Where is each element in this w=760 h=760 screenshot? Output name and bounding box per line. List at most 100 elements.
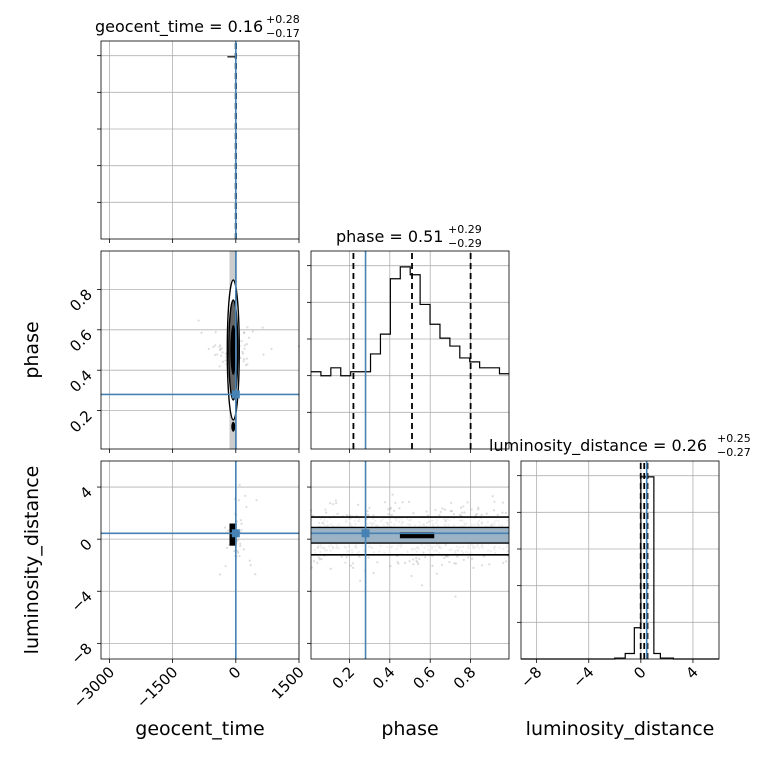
sample-point (383, 501, 387, 504)
sample-point (417, 562, 420, 566)
sample-point (431, 564, 434, 567)
sample-point (463, 511, 466, 514)
sample-point (505, 560, 508, 563)
sample-point (324, 508, 327, 511)
truth-marker (231, 390, 240, 399)
sample-point (243, 344, 246, 347)
x-tick-label: 1500 (268, 663, 308, 703)
sample-point (449, 509, 452, 513)
sample-point (439, 510, 442, 514)
panel-phase-vs-geocent-time: 0.2 0.4 0.6 0.8 (66, 250, 300, 453)
sample-point (408, 559, 411, 563)
sample-point (410, 574, 413, 578)
sample-point (454, 595, 457, 598)
axis-labels: geocent_time phase luminosity_distance p… (21, 321, 714, 740)
sample-point (345, 556, 348, 559)
sample-point (366, 510, 369, 513)
sample-point (351, 562, 355, 565)
sample-point (240, 528, 243, 532)
sample-point (367, 556, 370, 559)
sample-point (241, 350, 244, 353)
title-luminosity-distance-plus: +0.25 (717, 432, 751, 445)
sample-point (408, 500, 411, 504)
sample-point (214, 331, 217, 334)
sample-point (246, 326, 249, 329)
sample-point (480, 564, 484, 567)
sample-point (435, 572, 438, 575)
truth-marker (361, 529, 370, 538)
sample-point (466, 501, 469, 504)
sample-point (328, 502, 332, 505)
sample-point (221, 351, 224, 354)
sample-point (200, 331, 203, 334)
sample-point (220, 347, 223, 350)
sample-point (344, 561, 347, 564)
sample-point (261, 326, 264, 329)
sample-point (245, 505, 248, 509)
sample-point (462, 558, 465, 561)
title-geocent-time-minus: −0.17 (266, 27, 300, 40)
sample-point (501, 511, 504, 514)
sample-point (262, 353, 265, 356)
sample-point (488, 563, 491, 566)
sample-point (412, 563, 415, 566)
sample-point (445, 555, 448, 558)
sample-point (390, 513, 393, 517)
sample-point (493, 500, 496, 503)
y-tick-label: −4 (67, 587, 95, 615)
sample-point (243, 347, 246, 350)
sample-point (477, 506, 480, 509)
sample-point (496, 513, 499, 516)
sample-point (440, 563, 444, 566)
sample-point (461, 511, 464, 514)
sample-point (480, 513, 483, 516)
sample-point (472, 566, 475, 569)
sample-point (368, 506, 371, 510)
sample-point (474, 514, 477, 517)
histogram-step (311, 266, 509, 377)
sample-point (236, 549, 239, 553)
sample-point (446, 555, 449, 558)
sample-point (450, 501, 453, 504)
sample-point (453, 562, 456, 565)
y-tick-label: 0.2 (66, 407, 96, 437)
sample-point (415, 556, 418, 560)
panel-luminosity-distance-vs-phase: 0.2 0.4 0.6 0.8 (307, 460, 510, 693)
title-phase: phase = 0.51 (336, 227, 443, 246)
x-tick-label: 0.4 (369, 663, 399, 693)
panel-luminosity-distance-hist: −8 −4 0 4 (517, 460, 720, 691)
sample-point (255, 499, 258, 502)
sample-point (219, 348, 222, 351)
sample-point (238, 554, 241, 558)
sample-point (317, 556, 320, 559)
sample-point (237, 498, 241, 502)
panel-luminosity-distance-vs-geocent-time: −3000 −1500 0 1500 −8 −4 0 4 (67, 460, 308, 712)
sample-point (214, 344, 217, 347)
sample-point (335, 502, 338, 505)
sample-point (219, 348, 222, 351)
sample-point (459, 506, 463, 509)
y-tick-label: 4 (76, 483, 95, 502)
xlabel-geocent-time: geocent_time (135, 718, 264, 740)
sample-point (242, 360, 245, 363)
x-tick-label: 4 (682, 663, 701, 682)
sample-point (412, 512, 415, 515)
sample-point (218, 345, 221, 348)
x-tick-label: 0.6 (409, 663, 439, 693)
sample-point (397, 562, 400, 565)
sample-point (316, 561, 319, 565)
sample-point (491, 495, 494, 498)
panel-phase-hist (307, 250, 510, 453)
sample-point (403, 561, 407, 564)
sample-point (246, 363, 249, 366)
title-geocent-time-plus: +0.28 (266, 13, 300, 26)
sample-point (396, 560, 399, 564)
sample-point (218, 573, 222, 576)
sample-point (245, 343, 248, 346)
sample-point (216, 353, 219, 356)
panel-frame (100, 460, 300, 660)
sample-point (452, 513, 455, 516)
sample-point (387, 508, 390, 511)
panel-frame (310, 460, 510, 660)
